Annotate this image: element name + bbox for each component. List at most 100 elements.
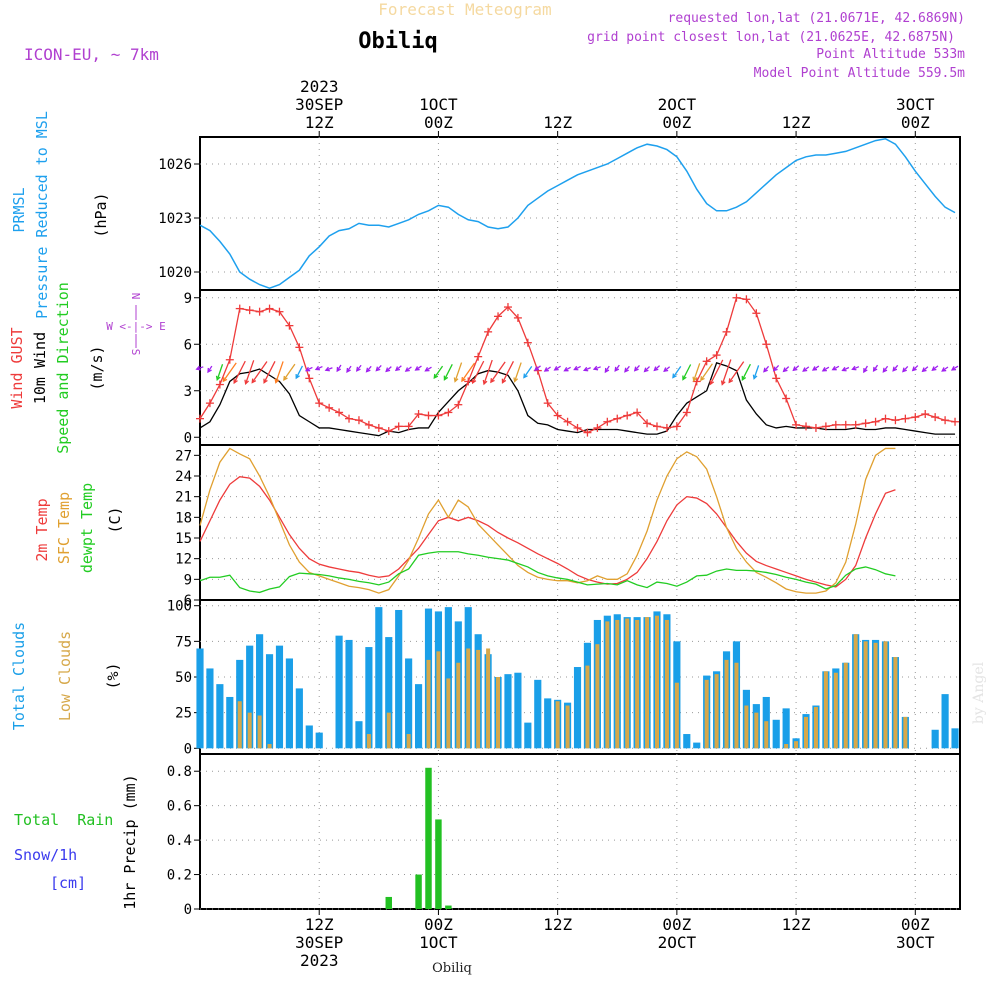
top-hour-label: 00Z	[662, 113, 691, 132]
wind-direction-arrowhead	[233, 378, 238, 385]
top-year-label: 2023	[300, 77, 339, 96]
wind-direction-arrowhead	[728, 378, 734, 384]
bottom-hour-label: 00Z	[901, 915, 930, 934]
low-clouds-bar	[654, 615, 659, 749]
wind-direction-arrowhead	[872, 366, 878, 373]
low-clouds-bar	[873, 642, 878, 749]
wind-unit-label: (m/s)	[88, 345, 106, 390]
wind-direction-arrowhead	[222, 377, 228, 383]
wind-direction-arrow	[514, 362, 522, 382]
low-clouds-bar	[833, 672, 838, 749]
wind-direction-arrowhead	[215, 375, 221, 382]
wind-10m-label: 10m Wind	[31, 332, 49, 404]
grid-coords: grid point closest lon,lat (21.0625E, 42…	[587, 30, 955, 45]
wind-direction-arrowhead	[653, 366, 659, 372]
bottom-hour-label: 12Z	[782, 915, 811, 934]
snow-unit-label: [cm]	[50, 874, 86, 892]
wind-direction-arrow	[672, 366, 682, 378]
prmsl-desc-label: Pressure Reduced to MSL	[33, 111, 51, 319]
total-clouds-bar	[524, 722, 532, 749]
low-clouds-bar	[704, 679, 709, 749]
bottom-hour-label: 12Z	[305, 915, 334, 934]
wind-direction-arrowhead	[573, 365, 579, 371]
wind-direction-arrowhead	[831, 365, 837, 371]
wind-direction-arrowhead	[513, 377, 519, 383]
bottom-hour-label: 00Z	[662, 915, 691, 934]
wind-gust-label: Wind GUST	[8, 327, 26, 408]
point-altitude: Point Altitude 533m	[816, 47, 965, 62]
wind-direction-arrowhead	[375, 366, 381, 372]
wind-direction-arrowhead	[892, 366, 898, 372]
low-clouds-bar	[724, 659, 729, 749]
total-rain-label: Total Rain	[14, 811, 113, 829]
bottom-date-label: 1OCT	[419, 933, 458, 952]
low-clouds-bar	[436, 651, 441, 749]
total-clouds-bar	[405, 658, 413, 749]
wind-ytick-label: 3	[184, 384, 192, 400]
wind-direction-arrowhead	[443, 375, 449, 381]
wind-direction-arrowhead	[604, 367, 610, 374]
low-clouds-bar	[615, 619, 620, 749]
total-clouds-bar	[305, 725, 313, 749]
total-clouds-bar	[385, 637, 393, 749]
snow-label: Snow/1h	[14, 846, 77, 864]
wind-direction-arrow	[251, 361, 268, 383]
temperature-ytick-label: 24	[175, 469, 192, 485]
clouds-ytick-label: 0	[184, 741, 192, 757]
wind-direction-arrowhead	[709, 380, 715, 386]
model-label: ICON-EU, ~ 7km	[24, 45, 159, 64]
total-clouds-bar	[941, 694, 949, 749]
wind-direction-arrowhead	[324, 366, 330, 372]
wind-direction-arrowhead	[663, 367, 669, 373]
precipitation-ytick-label: 0.6	[167, 799, 192, 815]
temperature-ytick-label: 6	[184, 593, 192, 609]
precip-panel: 0 0.2 0.4 0.6 0.8	[167, 753, 961, 918]
top-hour-label: 00Z	[901, 113, 930, 132]
total-clouds-bar	[693, 742, 701, 749]
wind-direction-arrowhead	[295, 374, 300, 380]
wind-direction-arrowhead	[274, 378, 280, 384]
temp-dewpt-label: dewpt Temp	[78, 483, 96, 573]
precip-unit-label: 1hr Precip (mm)	[121, 774, 139, 909]
wind-direction-arrowhead	[741, 375, 747, 382]
wind-direction-arrowhead	[941, 367, 947, 372]
temp-dewpt-line	[199, 551, 896, 594]
compass-south: S	[129, 349, 142, 356]
temperature-ytick-label: 15	[175, 531, 192, 547]
low-clouds-bar	[426, 659, 431, 749]
wind-direction-arrowhead	[582, 366, 589, 372]
total-clouds-bar	[772, 719, 780, 749]
wind-direction-arrow	[454, 362, 463, 382]
clouds-ytick-label: 25	[175, 706, 192, 722]
total-clouds-bar	[544, 698, 552, 749]
low-clouds-bar	[247, 712, 252, 749]
wind-direction-arrowhead	[365, 367, 371, 373]
low-clouds-bar	[267, 744, 272, 749]
low-clouds-bar	[605, 621, 610, 749]
total-clouds-bar	[683, 734, 691, 749]
low-clouds-bar	[625, 618, 630, 749]
clouds-panel: 0 25 50 75 100	[167, 599, 961, 757]
wind-direction-arrowhead	[385, 367, 391, 373]
low-clouds-bar	[794, 741, 799, 749]
wind-direction-arrow	[700, 363, 713, 381]
low-clouds-bar	[366, 734, 371, 749]
total-clouds-bar	[246, 645, 254, 749]
temperature-ytick-label: 21	[175, 490, 192, 506]
wind-direction-arrow	[216, 364, 224, 380]
wind-direction-arrow	[461, 362, 476, 382]
location-title: Obiliq	[358, 29, 437, 54]
wind-direction-arrowhead	[863, 367, 868, 374]
top-hour-label: 12Z	[305, 113, 334, 132]
wind-direction-arrowhead	[772, 366, 778, 372]
temperature-ytick-label: 9	[184, 572, 192, 588]
wind-direction-arrowhead	[404, 367, 410, 372]
wind-direction-arrowhead	[424, 367, 430, 372]
total-clouds-bar	[216, 684, 224, 749]
wind-direction-arrowhead	[283, 375, 288, 381]
low-clouds-bar	[734, 662, 739, 749]
wind-direction-arrow	[753, 365, 760, 379]
total-clouds-bar	[534, 679, 542, 749]
wind-direction-arrow	[490, 361, 506, 383]
